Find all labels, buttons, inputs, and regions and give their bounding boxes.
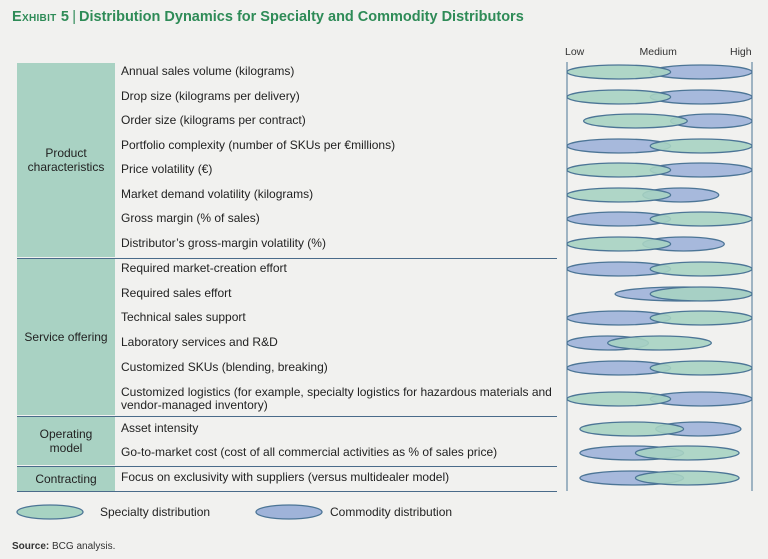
specialty-range-mark — [634, 470, 740, 486]
title-separator: | — [72, 9, 77, 25]
group-label: Service offering — [17, 258, 115, 415]
specialty-range-mark — [566, 89, 672, 105]
legend-commodity-label: Commodity distribution — [330, 505, 453, 519]
specialty-range-mark — [566, 391, 672, 407]
row-label: Distributor’s gross-margin volatility (%… — [121, 236, 326, 250]
specialty-range-mark — [649, 360, 753, 376]
row-label: Focus on exclusivity with suppliers (ver… — [121, 470, 450, 484]
row-label: Annual sales volume (kilograms) — [121, 64, 295, 78]
axis-tick-label: Low — [565, 46, 585, 58]
source-text: BCG analysis. — [52, 541, 116, 552]
legend-commodity-swatch — [255, 504, 323, 520]
group-divider — [17, 415, 557, 417]
row-label: Gross margin (% of sales) — [121, 211, 260, 225]
specialty-range-mark — [649, 211, 753, 227]
specialty-range-mark — [583, 113, 688, 129]
group-divider — [17, 465, 557, 467]
row-label: Laboratory services and R&D — [121, 335, 278, 349]
row-label: Order size (kilograms per contract) — [121, 113, 306, 127]
specialty-range-mark — [649, 138, 753, 154]
specialty-range-mark — [649, 310, 753, 326]
row-label: Go-to-market cost (cost of all commercia… — [121, 445, 498, 459]
row-label: Price volatility (€) — [121, 162, 213, 176]
row-label: Customized SKUs (blending, breaking) — [121, 360, 328, 374]
exhibit-title-text: Distribution Dynamics for Specialty and … — [79, 9, 524, 25]
legend-specialty-label: Specialty distribution — [100, 505, 211, 519]
group-label: Product characteristics — [17, 63, 115, 257]
specialty-range-mark — [566, 187, 672, 203]
row-label: Drop size (kilograms per delivery) — [121, 89, 300, 103]
row-label: Required market-creation effort — [121, 261, 287, 275]
group-label: Contracting — [17, 466, 115, 491]
specialty-range-mark — [607, 335, 712, 351]
specialty-range-mark — [566, 64, 672, 80]
exhibit-number: Exhibit 5 — [12, 9, 70, 25]
exhibit-title: Exhibit 5 | Distribution Dynamics for Spec… — [12, 9, 524, 25]
row-label: Technical sales support — [121, 310, 246, 324]
row-label: Required sales effort — [121, 286, 232, 300]
specialty-range-mark — [566, 236, 672, 252]
group-label: Operating model — [17, 416, 115, 465]
specialty-range-mark — [579, 421, 685, 437]
specialty-range-mark — [634, 445, 740, 461]
specialty-range-mark — [566, 162, 672, 178]
group-divider — [17, 257, 557, 259]
row-label: Customized logistics (for example, speci… — [121, 385, 552, 412]
row-label: Market demand volatility (kilograms) — [121, 187, 314, 201]
row-label: Asset intensity — [121, 421, 199, 435]
row-label: Portfolio complexity (number of SKUs per… — [121, 138, 396, 152]
source-note: Source: BCG analysis. — [12, 541, 115, 552]
source-label: Source: — [12, 541, 50, 552]
axis-tick-label: High — [730, 46, 752, 58]
legend-specialty-swatch — [16, 504, 84, 520]
axis-tick-label: Medium — [639, 46, 677, 58]
chart-bottom-rule — [17, 491, 557, 492]
specialty-range-mark — [649, 286, 753, 302]
specialty-range-mark — [649, 261, 753, 277]
